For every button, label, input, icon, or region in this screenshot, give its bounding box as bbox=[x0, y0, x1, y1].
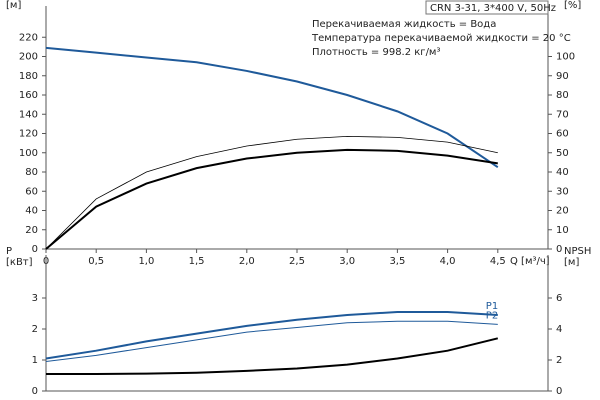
y2-tick-label: 50 bbox=[556, 148, 569, 159]
y-tick-label: 120 bbox=[19, 129, 38, 140]
series-line bbox=[45, 135, 498, 250]
y2-label: [м] bbox=[564, 257, 579, 268]
x-tick-label: 2,5 bbox=[289, 256, 305, 267]
y2-tick-label: 20 bbox=[556, 206, 569, 217]
x-tick-label: 1,5 bbox=[189, 256, 205, 267]
y2-tick-label: 0 bbox=[556, 244, 562, 255]
y-label: P bbox=[6, 246, 12, 257]
y-tick-label: 220 bbox=[19, 32, 38, 43]
y2-tick-label: 70 bbox=[556, 109, 569, 120]
series-label: P1 bbox=[486, 301, 498, 312]
y-tick-label: 60 bbox=[25, 186, 38, 197]
y-label: [кВт] bbox=[6, 257, 33, 268]
y2-tick-label: 4 bbox=[556, 324, 562, 335]
series-label: P2 bbox=[486, 310, 498, 321]
series-line bbox=[45, 46, 499, 169]
y-tick-label: 180 bbox=[19, 71, 38, 82]
y2-tick-label: 90 bbox=[556, 71, 569, 82]
y2-tick-label: 6 bbox=[556, 293, 562, 304]
y-tick-label: 40 bbox=[25, 206, 38, 217]
series-line bbox=[45, 148, 498, 250]
chart-title: CRN 3-31, 3*400 V, 50Hz bbox=[430, 3, 556, 14]
y-label: [м] bbox=[6, 0, 21, 11]
annotation: Температура перекачиваемой жидкости = 20… bbox=[311, 33, 571, 44]
y2-tick-label: 60 bbox=[556, 129, 569, 140]
x-label: Q [м³/ч] bbox=[510, 256, 550, 267]
y-tick-label: 100 bbox=[19, 148, 38, 159]
y2-tick-label: 2 bbox=[556, 355, 562, 366]
y-tick-label: 20 bbox=[25, 225, 38, 236]
x-tick-label: 0,5 bbox=[88, 256, 104, 267]
y2-tick-label: 30 bbox=[556, 186, 569, 197]
x-tick-label: 4,5 bbox=[490, 256, 506, 267]
y-tick-label: 0 bbox=[32, 244, 38, 255]
y2-label: [%] bbox=[564, 0, 581, 11]
series-line bbox=[45, 320, 498, 363]
y2-tick-label: 10 bbox=[556, 225, 569, 236]
series-line bbox=[45, 310, 498, 360]
y-tick-label: 1 bbox=[32, 355, 38, 366]
y-tick-label: 2 bbox=[32, 324, 38, 335]
y-tick-label: 3 bbox=[32, 293, 38, 304]
y2-tick-label: 40 bbox=[556, 167, 569, 178]
annotation: Плотность = 998.2 кг/м³ bbox=[312, 47, 441, 58]
y2-tick-label: 100 bbox=[556, 52, 575, 63]
y-tick-label: 140 bbox=[19, 109, 38, 120]
series-line bbox=[46, 337, 499, 375]
x-tick-label: 2,0 bbox=[239, 256, 255, 267]
x-tick-label: 4,0 bbox=[440, 256, 456, 267]
x-tick-label: 3,0 bbox=[339, 256, 355, 267]
annotation: Перекачиваемая жидкость = Вода bbox=[312, 19, 496, 30]
y2-tick-label: 80 bbox=[556, 90, 569, 101]
y-tick-label: 80 bbox=[25, 167, 38, 178]
y-tick-label: 160 bbox=[19, 90, 38, 101]
y-tick-label: 200 bbox=[19, 52, 38, 63]
title-box bbox=[425, 0, 549, 15]
x-tick-label: 1,0 bbox=[138, 256, 154, 267]
y2-tick-label: 0 bbox=[556, 386, 562, 397]
y-tick-label: 0 bbox=[32, 386, 38, 397]
y2-label: NPSH bbox=[564, 246, 591, 257]
x-tick-label: 3,5 bbox=[389, 256, 405, 267]
